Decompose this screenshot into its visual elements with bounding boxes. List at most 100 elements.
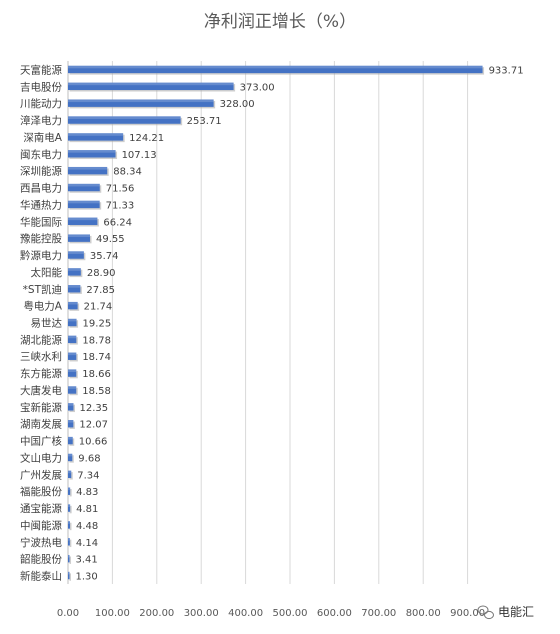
- value-label: 88.34: [113, 167, 142, 178]
- category-label: 西昌电力: [20, 182, 62, 195]
- category-label: 中闽能源: [20, 519, 62, 532]
- watermark-text: 电能汇: [498, 605, 534, 619]
- bar-highlight: [68, 65, 483, 69]
- bar-shadow: [69, 488, 72, 497]
- value-label: 18.66: [82, 369, 111, 380]
- bar: [68, 65, 483, 74]
- bar: [68, 116, 181, 124]
- gridlines: [111, 61, 469, 584]
- x-tick-label: 700.00: [361, 608, 396, 619]
- value-label: 4.48: [76, 521, 98, 532]
- bar: [68, 166, 108, 175]
- bar: [68, 403, 74, 411]
- bar-highlight: [68, 436, 73, 440]
- bar-highlight: [68, 554, 70, 558]
- bar-highlight: [68, 352, 77, 356]
- bar: [68, 504, 71, 512]
- bar-shadow: [69, 522, 72, 531]
- x-tick-label: 200.00: [139, 608, 174, 619]
- category-label: 宁波热电: [20, 536, 62, 549]
- bar: [68, 234, 91, 242]
- bar-highlight: [68, 369, 77, 372]
- bar-highlight: [68, 403, 74, 406]
- value-label: 49.55: [96, 234, 125, 245]
- bar: [68, 487, 71, 495]
- bar: [68, 335, 77, 344]
- bar: [68, 420, 74, 428]
- value-label: 4.83: [76, 487, 98, 498]
- bar: [68, 521, 70, 529]
- watermark: 电能汇: [477, 605, 534, 620]
- category-label: 通宝能源: [20, 502, 62, 515]
- value-label: 10.66: [79, 437, 108, 448]
- category-label: 粤电力A: [23, 300, 62, 313]
- value-label: 4.14: [76, 538, 98, 549]
- value-label: 3.41: [76, 555, 98, 566]
- bar: [68, 217, 98, 225]
- category-label: 华能国际: [20, 215, 62, 228]
- value-label: 27.85: [86, 285, 115, 296]
- value-label: 19.25: [83, 319, 112, 330]
- bar-highlight: [68, 420, 74, 423]
- value-label: 66.24: [103, 217, 132, 228]
- bar-shadow: [69, 505, 72, 514]
- bar-shadow: [69, 556, 72, 564]
- category-label: *ST凯迪: [23, 283, 63, 296]
- category-label: 川能动力: [20, 97, 62, 110]
- bar: [68, 386, 77, 394]
- bar: [68, 82, 234, 91]
- value-label: 12.35: [79, 403, 108, 414]
- value-label: 71.33: [106, 200, 135, 211]
- bar-shadow: [69, 573, 71, 581]
- category-label: 韶能股份: [20, 553, 62, 566]
- value-label: 253.71: [187, 116, 222, 127]
- bar-highlight: [68, 150, 116, 153]
- x-tick-label: 300.00: [184, 608, 219, 619]
- bar: [68, 285, 81, 293]
- category-label: 黔源电力: [20, 249, 62, 262]
- category-label: 三峡水利: [20, 350, 62, 363]
- category-label: 天富能源: [20, 63, 62, 76]
- bar-shadow: [69, 539, 72, 548]
- value-label: 9.68: [78, 453, 100, 464]
- bar: [68, 99, 214, 107]
- bar-highlight: [68, 217, 98, 221]
- bar: [68, 571, 70, 580]
- category-label: 漳泽电力: [20, 114, 62, 127]
- bar-highlight: [68, 99, 214, 103]
- bar-highlight: [68, 200, 100, 204]
- bar: [68, 453, 73, 462]
- x-tick-label: 600.00: [317, 608, 352, 619]
- category-label: 深圳能源: [20, 165, 62, 178]
- x-tick-label: 900.00: [450, 608, 485, 619]
- bar-highlight: [68, 487, 71, 491]
- bar: [68, 554, 70, 563]
- category-label: 闽东电力: [20, 148, 62, 161]
- value-label: 12.07: [79, 420, 108, 431]
- bar-highlight: [68, 82, 234, 86]
- category-label: 太阳能: [31, 266, 63, 279]
- value-label: 933.71: [489, 65, 524, 76]
- value-label: 18.78: [82, 335, 111, 346]
- bar-highlight: [68, 318, 77, 322]
- bar-highlight: [68, 133, 124, 136]
- bar-highlight: [68, 504, 71, 507]
- x-axis-ticks: 0.00 100.00 200.00 300.00 400.00 500.00 600.00…: [57, 608, 485, 619]
- bar: [68, 268, 81, 276]
- bar: [68, 436, 73, 445]
- x-tick-label: 100.00: [95, 608, 130, 619]
- x-tick-label: 0.00: [57, 608, 79, 619]
- category-label: 文山电力: [20, 451, 62, 464]
- bar-highlight: [68, 116, 181, 119]
- bar: [68, 352, 77, 360]
- bar-highlight: [68, 183, 100, 187]
- bar-highlight: [68, 301, 78, 305]
- category-label: 华通热力: [20, 198, 62, 211]
- category-label: 福能股份: [20, 485, 62, 498]
- chart-title: 净利润正增长（%）: [204, 12, 356, 32]
- x-tick-label: 800.00: [406, 608, 441, 619]
- category-label: 中国广核: [20, 435, 62, 448]
- bar: [68, 133, 124, 141]
